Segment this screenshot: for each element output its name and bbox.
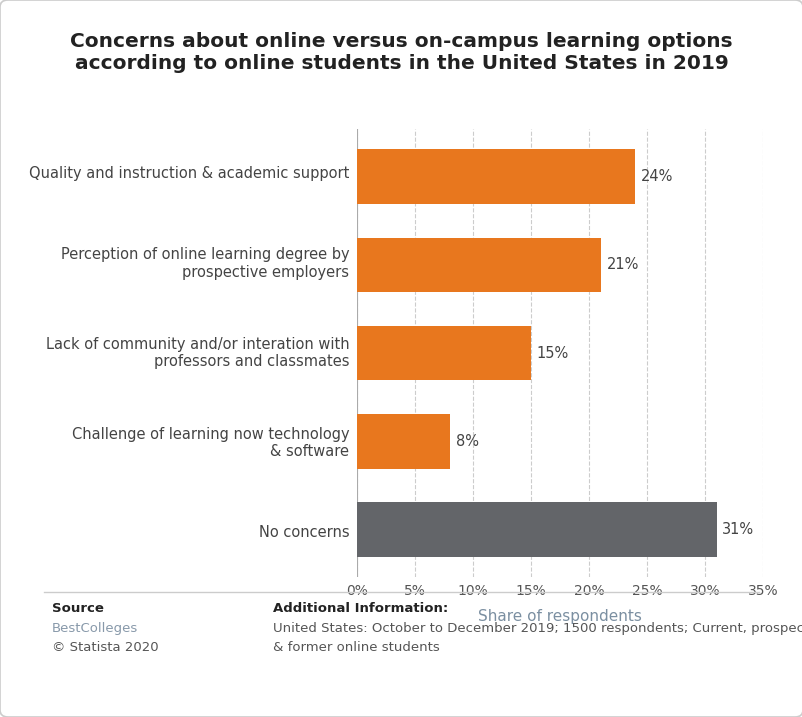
Text: Additional Information:: Additional Information: — [273, 602, 448, 615]
Text: No concerns: No concerns — [258, 525, 349, 540]
X-axis label: Share of respondents: Share of respondents — [477, 609, 642, 625]
Text: Perception of online learning degree by
prospective employers: Perception of online learning degree by … — [61, 247, 349, 280]
Text: Challenge of learning now technology
& software: Challenge of learning now technology & s… — [71, 427, 349, 459]
Text: © Statista 2020: © Statista 2020 — [52, 641, 159, 654]
Text: 31%: 31% — [722, 522, 754, 537]
Text: 15%: 15% — [537, 346, 569, 361]
Text: BestColleges: BestColleges — [52, 622, 138, 635]
Bar — [357, 326, 530, 381]
Bar — [357, 149, 634, 204]
Text: 21%: 21% — [606, 257, 638, 272]
Text: Lack of community and/or interation with
professors and classmates: Lack of community and/or interation with… — [46, 337, 349, 369]
Text: United States: October to December 2019; 1500 respondents; Current, prospective: United States: October to December 2019;… — [273, 622, 802, 635]
Bar — [357, 237, 600, 293]
Text: 8%: 8% — [456, 434, 478, 449]
Text: Source: Source — [52, 602, 104, 615]
Text: & former online students: & former online students — [273, 641, 439, 654]
Text: Concerns about online versus on-campus learning options
according to online stud: Concerns about online versus on-campus l… — [70, 32, 732, 73]
Bar — [357, 414, 449, 469]
Bar — [357, 502, 715, 557]
Text: Quality and instruction & academic support: Quality and instruction & academic suppo… — [29, 166, 349, 181]
Text: 24%: 24% — [640, 169, 673, 184]
